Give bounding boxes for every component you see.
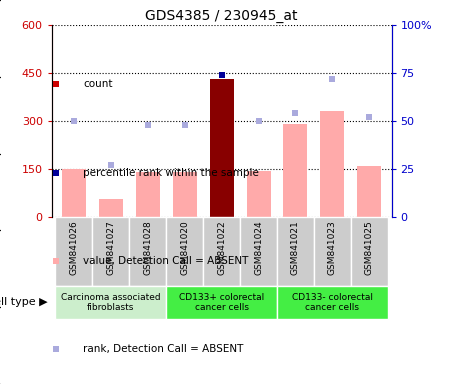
Bar: [203, 217, 240, 286]
Text: GSM841020: GSM841020: [180, 220, 189, 275]
Text: count: count: [83, 79, 113, 89]
Bar: [129, 217, 166, 286]
Text: value, Detection Call = ABSENT: value, Detection Call = ABSENT: [83, 256, 248, 266]
Text: CD133- colorectal
cancer cells: CD133- colorectal cancer cells: [292, 293, 373, 312]
Bar: [62, 169, 86, 217]
Text: rank, Detection Call = ABSENT: rank, Detection Call = ABSENT: [83, 344, 243, 354]
Bar: [173, 172, 197, 217]
Bar: [166, 217, 203, 286]
Bar: [166, 286, 277, 319]
Title: GDS4385 / 230945_at: GDS4385 / 230945_at: [145, 8, 298, 23]
Bar: [314, 217, 351, 286]
Text: CD133+ colorectal
cancer cells: CD133+ colorectal cancer cells: [179, 293, 264, 312]
Text: percentile rank within the sample: percentile rank within the sample: [83, 168, 259, 178]
Bar: [277, 286, 388, 319]
Text: GSM841028: GSM841028: [143, 220, 152, 275]
Bar: [351, 217, 388, 286]
Bar: [99, 199, 123, 217]
Bar: [357, 166, 381, 217]
Text: GSM841021: GSM841021: [291, 220, 300, 275]
Bar: [284, 124, 307, 217]
Text: cell type ▶: cell type ▶: [0, 297, 47, 308]
Text: Carcinoma associated
fibroblasts: Carcinoma associated fibroblasts: [61, 293, 161, 312]
Bar: [55, 286, 166, 319]
Bar: [55, 217, 92, 286]
Text: GSM841024: GSM841024: [254, 220, 263, 275]
Bar: [277, 217, 314, 286]
Text: GSM841025: GSM841025: [365, 220, 374, 275]
Bar: [320, 111, 344, 217]
Text: GSM841027: GSM841027: [106, 220, 115, 275]
Bar: [240, 217, 277, 286]
Text: GSM841026: GSM841026: [69, 220, 78, 275]
Text: GSM841023: GSM841023: [328, 220, 337, 275]
Text: GSM841022: GSM841022: [217, 220, 226, 275]
Bar: [136, 172, 160, 217]
Bar: [247, 170, 270, 217]
Bar: [210, 79, 234, 217]
Bar: [92, 217, 129, 286]
